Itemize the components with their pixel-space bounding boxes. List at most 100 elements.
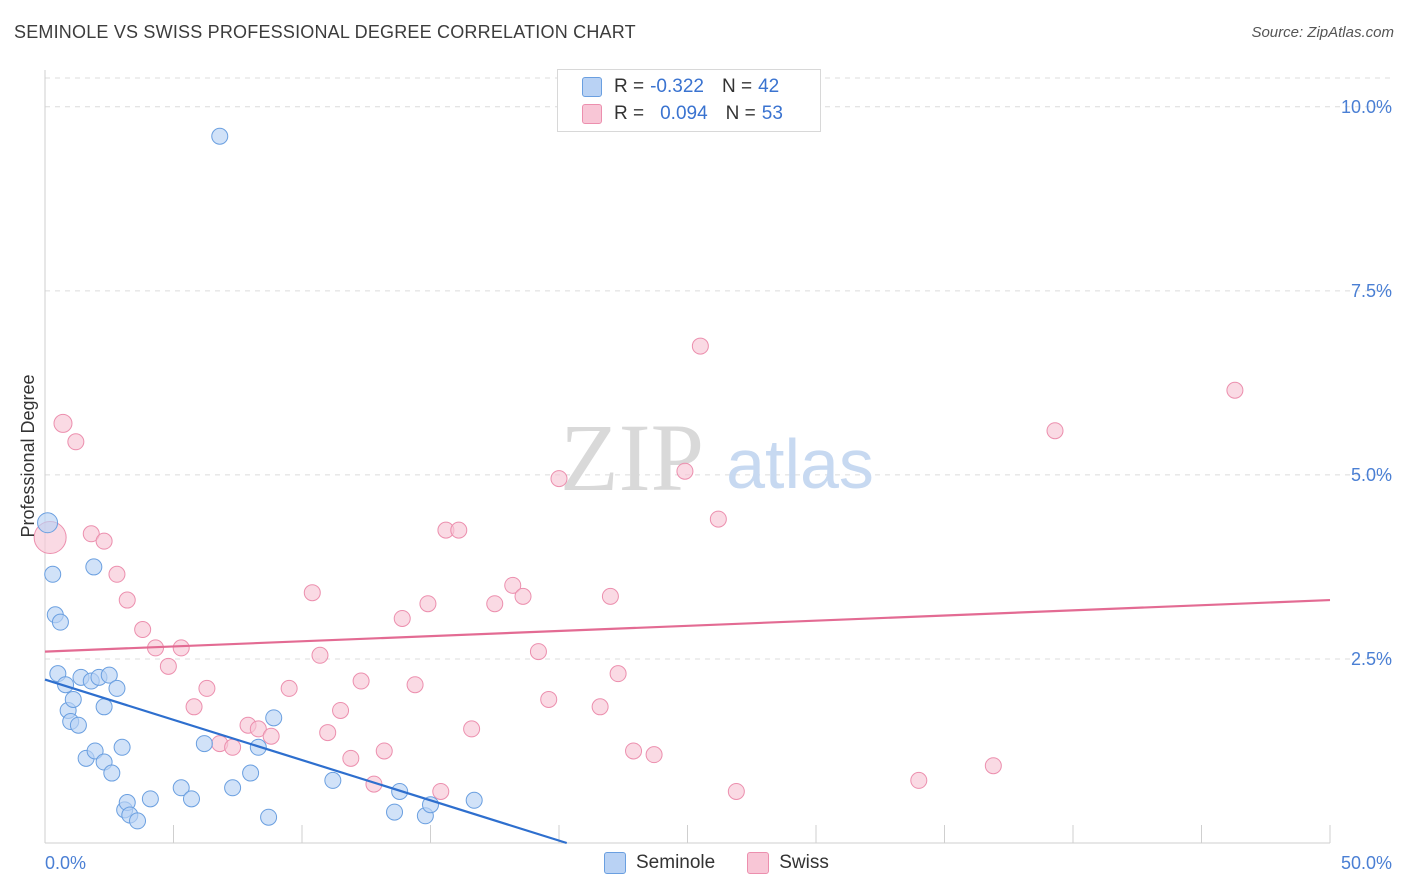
seminole-point (51, 613, 69, 631)
seminole-point (113, 738, 131, 756)
swiss-trend-line (44, 598, 1331, 653)
swiss-point (676, 462, 694, 480)
swiss-point (375, 742, 393, 760)
seminole-point (260, 808, 278, 826)
n-label: N = (725, 103, 756, 124)
y-tick-label: 5.0% (1351, 465, 1392, 485)
grid-lines (45, 77, 1392, 660)
swiss-point (159, 657, 177, 675)
swiss-point (172, 639, 190, 657)
n-label: N = (721, 76, 753, 97)
seminole-point (265, 709, 283, 727)
swiss-point (311, 646, 329, 664)
swiss-point (406, 676, 424, 694)
swiss-point (249, 720, 267, 738)
swiss-point (53, 413, 73, 433)
swiss-point (984, 757, 1002, 775)
swiss-point (419, 595, 437, 613)
seminole-point (103, 764, 121, 782)
swiss-point (1226, 381, 1244, 399)
legend-label-swiss: Swiss (779, 852, 829, 873)
swiss-point (450, 521, 468, 539)
legend-item-seminole: Seminole (604, 852, 715, 874)
n-value: 42 (758, 76, 780, 97)
r-label: R = (614, 103, 645, 124)
x-tick-label: 50.0% (1341, 853, 1392, 873)
seminole-point (324, 771, 342, 789)
swiss-point (224, 738, 242, 756)
swiss-point (67, 433, 85, 451)
seminole-point (182, 790, 200, 808)
swiss-point (1046, 422, 1064, 440)
swiss-point (118, 591, 136, 609)
swiss-point (504, 576, 522, 594)
swiss-point (529, 643, 547, 661)
x-tick-label: 0.0% (45, 853, 86, 873)
tick-labels: 2.5% 5.0% 7.5% 10.0% 0.0% 50.0% (45, 97, 1392, 873)
series-legend: Seminole Swiss (604, 852, 861, 874)
swiss-point (540, 690, 558, 708)
swiss-point (393, 609, 411, 627)
n-value: 53 (761, 103, 783, 124)
swiss-point (550, 470, 568, 488)
source-note: Source: ZipAtlas.com (1251, 24, 1394, 41)
seminole-point (85, 558, 103, 576)
swiss-point (463, 720, 481, 738)
seminole-point (172, 779, 190, 797)
swiss-point (342, 749, 360, 767)
seminole-point (129, 812, 147, 830)
swiss-point (262, 727, 280, 745)
swiss-point (514, 587, 532, 605)
trend-lines (44, 598, 1331, 845)
chart-title: SEMINOLE VS SWISS PROFESSIONAL DEGREE CO… (14, 22, 636, 42)
seminole-point (69, 716, 87, 734)
watermark: ZIP atlas (560, 404, 874, 511)
watermark-zip: ZIP (560, 404, 704, 511)
seminole-point (100, 666, 118, 684)
swiss-point (625, 742, 643, 760)
swiss-point (332, 701, 350, 719)
seminole-points (37, 127, 483, 830)
swiss-point (691, 337, 709, 355)
swiss-point (108, 565, 126, 583)
swiss-point (601, 587, 619, 605)
legend-row-swiss: R = 0.094 N = 53 (582, 102, 783, 126)
swiss-point (303, 584, 321, 602)
seminole-point (44, 565, 62, 583)
swiss-point (432, 782, 450, 800)
swiss-point (709, 510, 727, 528)
stats-legend: R = -0.322 N = 42 R = 0.094 N = 53 (557, 69, 821, 132)
swiss-point (486, 595, 504, 613)
swiss-point (185, 698, 203, 716)
seminole-legend-swatch (604, 852, 626, 874)
legend-label-seminole: Seminole (636, 852, 716, 873)
legend-row-seminole: R = -0.322 N = 42 (582, 75, 779, 99)
y-tick-label: 2.5% (1351, 649, 1392, 669)
swiss-point (198, 679, 216, 697)
axes (44, 70, 1331, 844)
swiss-point (591, 698, 609, 716)
seminole-point (108, 679, 126, 697)
seminole-point (465, 791, 483, 809)
swiss-swatch (582, 104, 602, 124)
seminole-point (86, 742, 104, 760)
seminole-point (37, 512, 59, 534)
seminole-point (211, 127, 229, 145)
swiss-point (352, 672, 370, 690)
swiss-point (727, 782, 745, 800)
seminole-point (195, 735, 213, 753)
seminole-point (386, 803, 404, 821)
swiss-point (134, 621, 152, 639)
seminole-point (95, 698, 113, 716)
swiss-point (82, 525, 100, 543)
watermark-atlas: atlas (726, 425, 874, 503)
swiss-point (910, 771, 928, 789)
swiss-legend-swatch (747, 852, 770, 874)
seminole-point (141, 790, 159, 808)
seminole-point (64, 690, 82, 708)
y-tick-label: 7.5% (1351, 281, 1392, 301)
swiss-point (319, 724, 337, 742)
r-value: 0.094 (660, 103, 708, 124)
seminole-point (57, 676, 75, 694)
